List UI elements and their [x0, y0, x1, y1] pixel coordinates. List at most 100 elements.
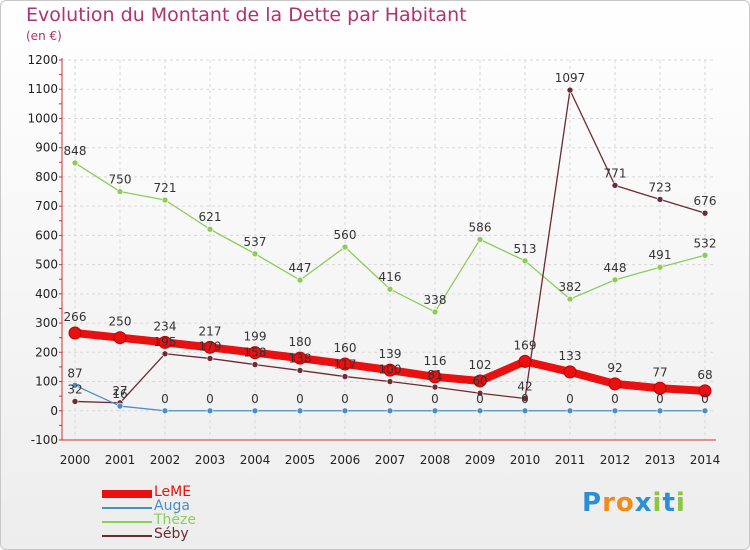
data-point-leme [158, 335, 172, 349]
legend-label-leme: LeME [154, 484, 192, 500]
data-point-seby [386, 378, 394, 385]
data-point-theze [161, 196, 169, 204]
data-label-auga: 0 [386, 392, 394, 406]
data-point-auga [566, 407, 574, 415]
data-label-leme: 68 [697, 368, 712, 382]
data-point-auga [161, 407, 169, 415]
y-tick-label: 0 [50, 404, 58, 418]
data-point-seby [431, 383, 439, 391]
data-point-leme [203, 340, 217, 354]
data-point-auga [341, 407, 349, 415]
x-tick-label: 2007 [375, 453, 406, 467]
data-point-seby [341, 373, 349, 380]
data-point-auga [296, 407, 304, 415]
data-label-theze: 491 [649, 248, 672, 262]
data-label-seby: 179 [199, 339, 222, 353]
data-label-seby: 723 [649, 180, 672, 194]
data-point-auga [611, 407, 619, 415]
data-label-auga: 0 [161, 392, 169, 406]
data-point-seby [566, 86, 574, 94]
data-label-leme: 133 [559, 349, 582, 363]
y-tick-label: 900 [35, 141, 58, 155]
data-label-leme: 169 [514, 338, 537, 352]
data-point-theze [116, 188, 124, 195]
data-point-leme [113, 331, 127, 345]
data-label-leme: 180 [289, 335, 312, 349]
y-tick-label: 400 [35, 287, 58, 301]
data-point-seby [206, 355, 214, 362]
data-point-theze [521, 257, 529, 265]
data-point-auga [701, 407, 709, 415]
data-label-seby: 195 [154, 335, 177, 349]
y-tick-label: 1000 [27, 111, 58, 125]
y-tick-label: 200 [35, 345, 58, 359]
data-point-seby [251, 361, 259, 368]
data-point-theze [296, 276, 304, 284]
data-point-auga [521, 407, 529, 415]
data-point-auga [251, 407, 259, 415]
x-tick-label: 2011 [555, 453, 586, 467]
y-tick-label: 700 [35, 199, 58, 213]
data-label-auga: 0 [296, 392, 304, 406]
data-label-leme: 116 [424, 354, 447, 368]
x-tick-label: 2002 [150, 453, 181, 467]
data-label-leme: 199 [244, 330, 267, 344]
data-point-leme [338, 357, 352, 371]
legend-swatch-theze [102, 521, 152, 523]
data-label-auga: 0 [251, 392, 259, 406]
proxiti-logo: Proxiti [582, 488, 686, 518]
data-label-seby: 100 [379, 363, 402, 377]
data-label-leme: 160 [334, 341, 357, 355]
data-label-theze: 586 [469, 220, 492, 234]
x-tick-label: 2004 [240, 453, 271, 467]
y-tick-label: 1100 [27, 82, 58, 96]
data-label-leme: 102 [469, 358, 492, 372]
data-label-seby: 60 [472, 374, 487, 388]
data-point-seby [476, 389, 484, 397]
data-label-theze: 448 [604, 261, 627, 275]
data-label-seby: 27 [112, 384, 127, 398]
data-point-theze [476, 236, 484, 243]
data-point-theze [251, 250, 259, 258]
data-label-theze: 848 [64, 144, 87, 158]
data-point-theze [386, 285, 394, 293]
data-point-seby [611, 182, 619, 189]
data-label-seby: 32 [67, 382, 82, 396]
data-point-leme [68, 326, 82, 340]
data-label-theze: 621 [199, 210, 222, 224]
x-tick-label: 2006 [330, 453, 361, 467]
x-tick-label: 2000 [60, 453, 91, 467]
data-point-auga [116, 402, 124, 410]
y-tick-label: 600 [35, 228, 58, 242]
data-point-theze [611, 276, 619, 284]
data-label-seby: 771 [604, 166, 627, 180]
y-tick-label: -100 [31, 433, 58, 447]
x-tick-label: 2013 [645, 453, 676, 467]
data-label-seby: 158 [244, 346, 267, 360]
legend-swatch-seby [102, 535, 152, 537]
logo-letter: t [662, 488, 676, 518]
data-label-seby: 138 [289, 351, 312, 365]
data-point-theze [566, 295, 574, 303]
data-label-theze: 560 [334, 228, 357, 242]
data-label-leme: 250 [109, 315, 132, 329]
data-point-theze [341, 243, 349, 251]
data-label-theze: 721 [154, 181, 177, 195]
x-tick-label: 2009 [465, 453, 496, 467]
y-tick-label: 100 [35, 375, 58, 389]
data-point-theze [656, 263, 664, 271]
y-tick-label: 800 [35, 170, 58, 184]
legend-swatch-leme [102, 490, 152, 498]
y-tick-label: 500 [35, 258, 58, 272]
data-label-seby: 1097 [555, 71, 586, 85]
data-label-auga: 0 [521, 392, 529, 406]
data-point-leme [563, 365, 577, 379]
data-label-leme: 266 [64, 310, 87, 324]
data-point-seby [701, 209, 709, 217]
data-point-auga [206, 407, 214, 415]
data-label-leme: 139 [379, 347, 402, 361]
data-label-theze: 382 [559, 280, 582, 294]
data-label-auga: 0 [611, 392, 619, 406]
legend-label-theze: Thèze [154, 512, 196, 528]
x-tick-label: 2008 [420, 453, 451, 467]
